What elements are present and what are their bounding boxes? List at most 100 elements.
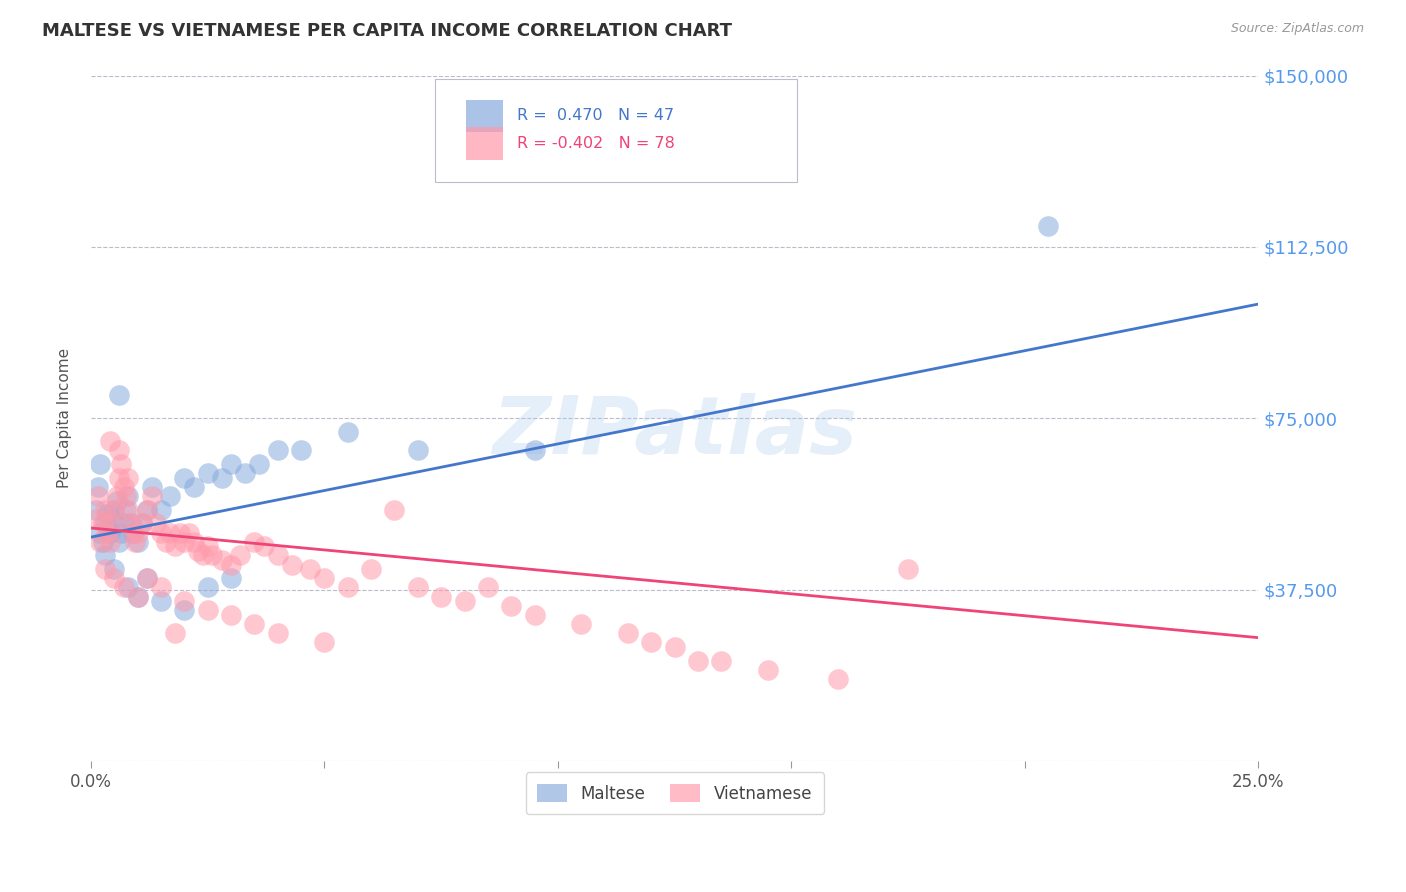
Point (103, 571, 125, 585)
Point (115, 502, 138, 516)
Point (243, 617, 266, 632)
Point (314, 635, 336, 649)
Point (314, 571, 336, 585)
Point (89, 534, 111, 549)
Point (115, 489, 138, 503)
Point (229, 549, 252, 563)
Point (501, 599, 523, 613)
Point (94, 562, 117, 576)
Point (211, 553, 233, 567)
Point (173, 471, 195, 485)
Legend: Maltese, Vietnamese: Maltese, Vietnamese (526, 772, 824, 814)
Point (103, 562, 125, 576)
Point (211, 471, 233, 485)
Point (141, 480, 163, 494)
Point (110, 457, 132, 471)
Point (290, 443, 312, 458)
Point (141, 489, 163, 503)
Point (117, 489, 139, 503)
Point (219, 571, 242, 585)
Point (183, 480, 205, 494)
Point (827, 672, 849, 686)
Point (136, 502, 159, 516)
Point (127, 590, 149, 604)
Point (136, 571, 159, 585)
Point (89, 457, 111, 471)
Point (569, 617, 592, 632)
Point (710, 654, 733, 668)
Point (173, 603, 195, 617)
Point (149, 525, 172, 540)
Point (169, 525, 191, 540)
Point (101, 512, 124, 526)
Point (197, 603, 219, 617)
Point (112, 480, 135, 494)
Point (384, 502, 406, 516)
Point (177, 525, 200, 540)
Point (94, 516, 117, 531)
Point (197, 539, 219, 553)
Point (87, 480, 110, 494)
Point (127, 534, 149, 549)
Point (136, 502, 159, 516)
Point (280, 558, 302, 572)
Point (110, 525, 132, 540)
Point (243, 534, 266, 549)
Point (453, 594, 475, 608)
Point (94, 502, 117, 516)
Point (120, 516, 142, 531)
Point (108, 471, 131, 485)
Point (149, 502, 172, 516)
Point (267, 549, 290, 563)
Point (117, 471, 139, 485)
Point (122, 525, 145, 540)
Point (120, 516, 142, 531)
Point (103, 502, 125, 516)
Text: R = -0.402   N = 78: R = -0.402 N = 78 (517, 136, 675, 151)
Point (191, 549, 214, 563)
Point (267, 443, 290, 458)
Text: R =  0.470   N = 47: R = 0.470 N = 47 (517, 109, 675, 123)
Point (219, 607, 242, 622)
Point (145, 516, 167, 531)
Point (124, 534, 146, 549)
Point (430, 590, 453, 604)
Point (91, 516, 114, 531)
Point (127, 525, 149, 540)
Point (136, 571, 159, 585)
Point (477, 581, 499, 595)
Point (247, 457, 270, 471)
Bar (465, 127, 503, 160)
Text: Source: ZipAtlas.com: Source: ZipAtlas.com (1230, 22, 1364, 36)
Point (233, 466, 256, 480)
Point (122, 525, 145, 540)
Point (159, 489, 181, 503)
Point (197, 581, 219, 595)
Point (108, 443, 131, 458)
Point (201, 549, 224, 563)
Point (127, 590, 149, 604)
Text: ZIPatlas: ZIPatlas (492, 393, 858, 471)
Point (523, 443, 546, 458)
Point (98, 525, 121, 540)
Point (91, 534, 114, 549)
Point (897, 562, 920, 576)
Point (112, 516, 135, 531)
Point (84, 502, 107, 516)
Point (219, 558, 242, 572)
Bar (465, 100, 503, 132)
Point (103, 502, 125, 516)
FancyBboxPatch shape (436, 79, 797, 182)
Point (267, 626, 290, 640)
Point (159, 525, 181, 540)
Point (664, 640, 686, 654)
Point (336, 425, 359, 439)
Point (89, 525, 111, 540)
Point (197, 466, 219, 480)
Point (219, 457, 242, 471)
Point (163, 539, 186, 553)
Point (1038, 219, 1060, 234)
Point (117, 502, 139, 516)
Point (173, 534, 195, 549)
Point (108, 534, 131, 549)
